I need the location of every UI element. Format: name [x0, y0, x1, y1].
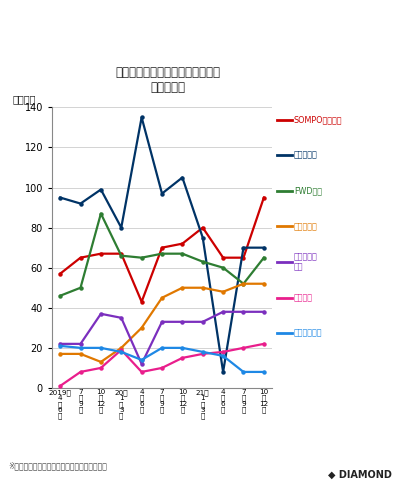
Text: SOMPOひまわり: SOMPOひまわり [294, 115, 342, 124]
Text: チューリッヒ: チューリッヒ [294, 329, 322, 338]
Text: ◆ DIAMOND: ◆ DIAMOND [328, 469, 392, 479]
Text: 大きくブレる販売量: 大きくブレる販売量 [147, 9, 253, 28]
Text: オリックス: オリックス [294, 151, 318, 160]
Text: （億円）: （億円） [12, 95, 36, 104]
Text: ネオファー
スト: ネオファー スト [294, 253, 318, 271]
Text: はなさく: はなさく [294, 293, 313, 302]
Text: メディケア: メディケア [294, 222, 318, 231]
Text: ※各社決算資料を基にダイヤモンド編集部作成: ※各社決算資料を基にダイヤモンド編集部作成 [8, 462, 107, 470]
Text: 生保各社の新契約年換算保険料の
四半期推移: 生保各社の新契約年換算保険料の 四半期推移 [116, 66, 220, 94]
Text: FWD富士: FWD富士 [294, 186, 322, 195]
